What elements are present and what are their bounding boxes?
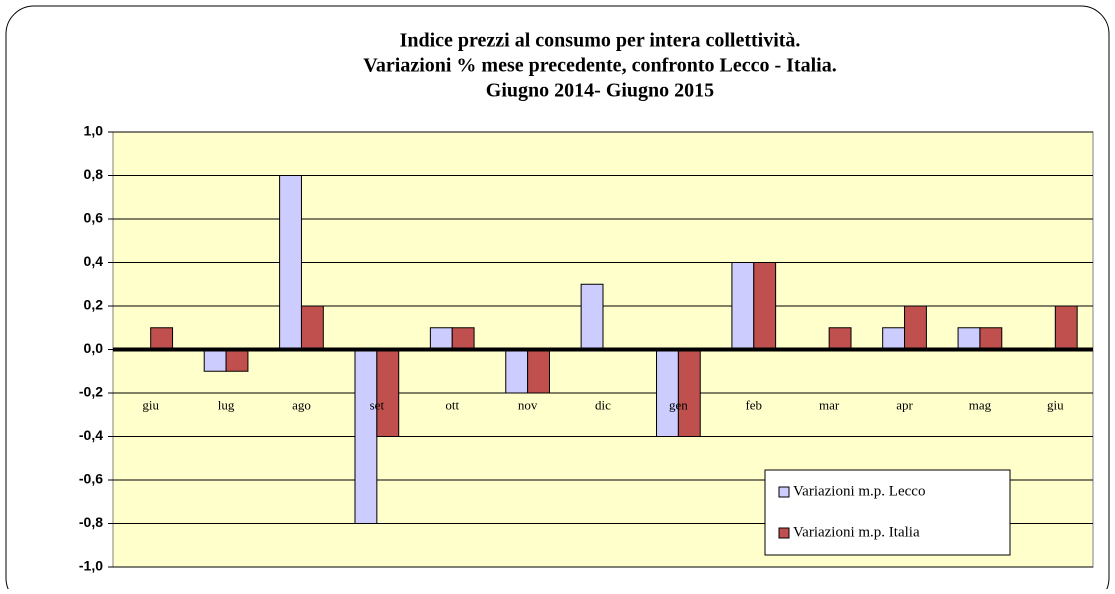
x-tick-label: gen <box>669 397 688 412</box>
bar <box>300 305 324 350</box>
bar <box>279 175 302 350</box>
x-tick-label: mag <box>969 397 992 412</box>
bar <box>882 327 906 350</box>
y-tick-label: -0,4 <box>79 427 103 443</box>
bar <box>376 349 400 437</box>
bar <box>505 349 529 394</box>
legend-swatch <box>778 527 790 539</box>
x-tick-label: ott <box>445 397 459 412</box>
x-tick-label: set <box>370 397 385 412</box>
legend-label: Variazioni m.p. Lecco <box>793 483 925 499</box>
y-tick-label: 0,8 <box>84 166 104 182</box>
bar <box>451 327 475 350</box>
y-tick-label: -1,0 <box>79 558 103 574</box>
bar <box>904 305 927 350</box>
y-tick-label: -0,8 <box>79 514 103 530</box>
legend-swatch <box>778 486 790 498</box>
y-tick-label: 0,2 <box>84 297 104 313</box>
bar <box>957 327 981 350</box>
bar <box>580 283 604 350</box>
x-tick-label: giu <box>1047 397 1064 412</box>
x-tick-label: dic <box>595 397 611 412</box>
legend-box <box>764 469 1011 556</box>
bar <box>429 327 453 350</box>
bar <box>354 349 378 524</box>
bar <box>150 327 174 350</box>
bar <box>1054 305 1078 350</box>
y-tick-label: 1,0 <box>84 123 104 139</box>
legend-label: Variazioni m.p. Italia <box>793 524 920 540</box>
y-tick-label: -0,2 <box>79 384 103 400</box>
bar <box>225 349 249 372</box>
bar <box>731 262 755 350</box>
chart-title: Giugno 2014- Giugno 2015 <box>486 80 714 102</box>
bar <box>656 349 679 437</box>
x-tick-label: feb <box>745 397 762 412</box>
chart-title: Indice prezzi al consumo per intera coll… <box>400 30 801 52</box>
bar <box>677 349 701 437</box>
chart-title: Variazioni % mese precedente, confronto … <box>363 55 836 77</box>
x-tick-label: lug <box>218 397 235 412</box>
y-tick-label: 0,4 <box>84 253 104 269</box>
y-tick-label: 0,0 <box>84 340 104 356</box>
x-tick-label: ago <box>292 397 311 412</box>
bar <box>203 349 227 372</box>
bar <box>979 327 1003 350</box>
x-tick-label: apr <box>896 397 913 412</box>
x-tick-label: giu <box>142 397 159 412</box>
bar <box>527 349 550 394</box>
x-tick-label: nov <box>518 397 538 412</box>
bar <box>753 262 777 350</box>
bar <box>828 327 852 350</box>
y-tick-label: -0,6 <box>79 471 103 487</box>
x-tick-label: mar <box>819 397 840 412</box>
y-tick-label: 0,6 <box>84 210 104 226</box>
